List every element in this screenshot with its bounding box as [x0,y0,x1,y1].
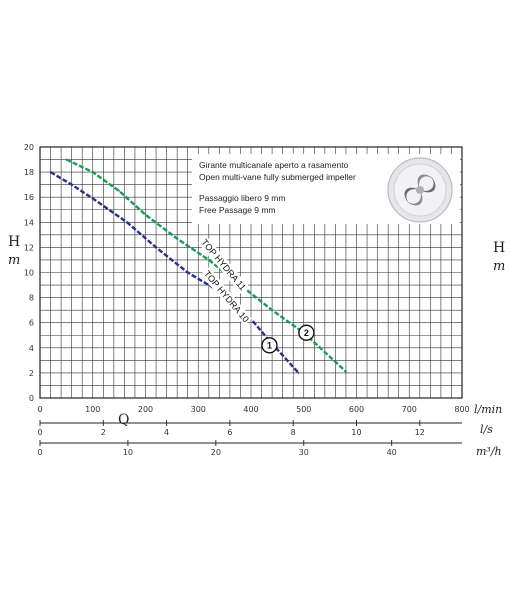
series-label-background [198,235,250,294]
data-point [126,221,128,224]
x-tick-label: 0 [37,405,42,414]
unit-l-min: l/min [474,403,502,416]
x-tick-label: 400 [243,405,258,414]
series-line-1 [49,171,300,374]
y-tick-label: 12 [24,243,34,252]
impeller-illustration [387,157,453,223]
unit-m3-h: m³/h [476,445,502,458]
x-tick-label: 0 [37,428,42,437]
left-axis-unit: m [8,253,20,268]
series-marker-2 [298,324,315,341]
x-tick-label: 30 [299,448,309,457]
right-axis-unit: m [493,259,505,274]
data-point [176,237,179,240]
right-axis-label: H [493,240,505,256]
unit-l-s: l/s [480,423,493,436]
x-tick-label: 8 [291,428,296,437]
x-tick-label: 0 [37,448,42,457]
data-point [144,213,147,216]
x-tick-label: 700 [402,405,417,414]
x-tick-label: 2 [101,428,106,437]
x-tick-label: 600 [349,405,364,414]
data-point [65,158,68,161]
data-point [186,271,189,274]
series-marker-label: 1 [267,340,272,350]
x-tick-label: 4 [164,428,169,437]
y-tick-label: 4 [29,344,34,353]
series-line-2 [65,158,347,373]
y-tick-label: 18 [24,168,34,177]
x-tick-label: 800 [454,405,469,414]
x-tick-label: 20 [211,448,221,457]
info-line-4: Free Passage 9 mm [199,205,276,215]
x-tick-label: 12 [415,428,425,437]
x-tick-label: 200 [138,405,153,414]
data-point [91,197,94,200]
series-marker-1 [261,337,278,354]
x-tick-label: 10 [123,448,133,457]
data-point [345,370,347,373]
series-label-background [200,267,253,326]
y-tick-label: 10 [24,269,34,278]
series-marker-label: 2 [304,328,309,338]
data-point [91,171,94,174]
y-tick-label: 0 [29,394,34,403]
data-point [271,309,273,312]
left-axis-label: H [8,234,20,250]
data-point [118,190,121,192]
y-tick-label: 6 [29,319,34,328]
data-point [155,246,157,249]
info-line-2: Open multi-vane fully submerged impeller [199,172,356,182]
x-tick-label: 300 [191,405,206,414]
info-line-3: Passaggio libero 9 mm [199,193,285,203]
y-tick-label: 8 [29,294,34,303]
x-axis-label: Q [118,412,129,428]
data-point [207,259,210,261]
y-tick-label: 16 [24,193,34,202]
data-point [49,171,52,174]
info-box: Girante multicanale aperto a rasamento O… [192,154,460,224]
info-line-1: Girante multicanale aperto a rasamento [199,160,349,170]
curves: 12 [49,158,347,374]
x-tick-label: 40 [387,448,397,457]
y-tick-label: 2 [29,369,34,378]
y-tick-label: 14 [24,218,34,227]
x-tick-label: 10 [351,428,361,437]
x-tick-label: 6 [227,428,232,437]
y-tick-label: 20 [24,143,34,152]
data-point [70,183,73,186]
x-tick-label: 100 [85,405,100,414]
x-tick-label: 500 [296,405,311,414]
data-point [297,372,300,374]
